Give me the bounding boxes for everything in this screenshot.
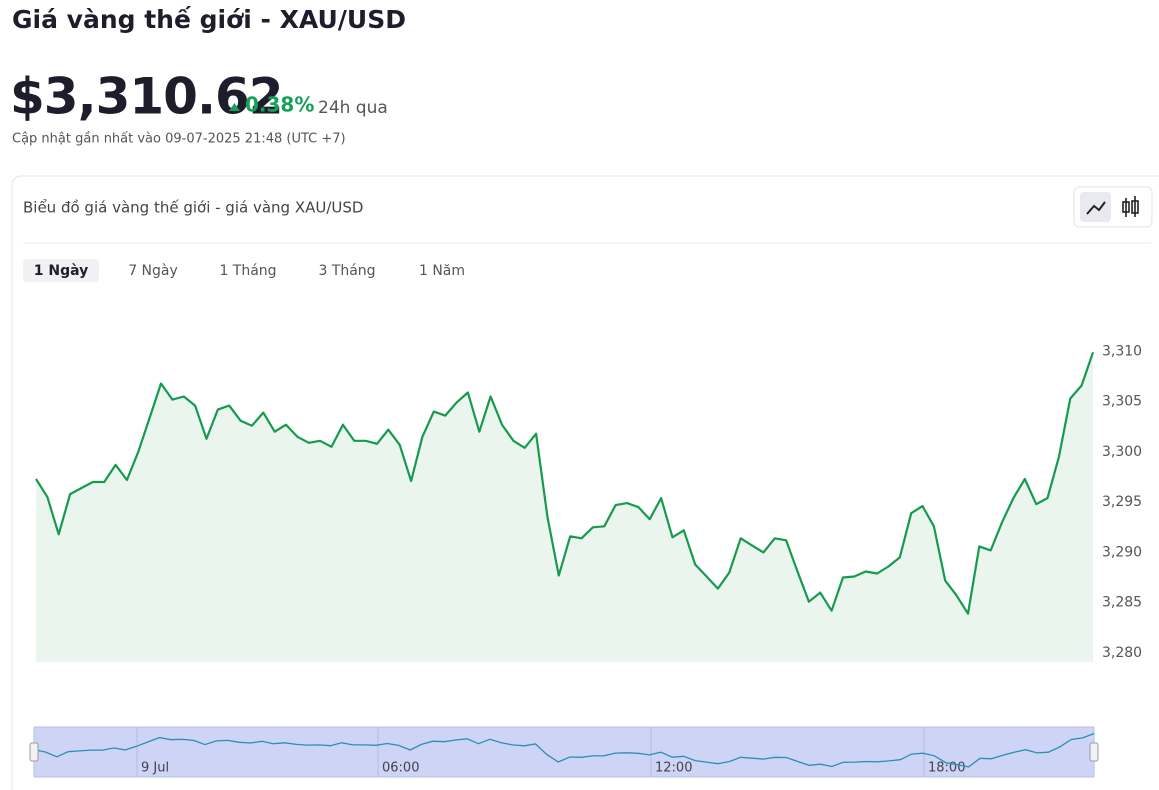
card-border — [11, 175, 1159, 790]
range-tab[interactable]: 1 Năm — [419, 263, 465, 279]
range-tab[interactable]: 1 Ngày — [34, 263, 89, 279]
range-tab[interactable]: 1 Tháng — [219, 263, 276, 279]
y-tick-label: 3,280 — [1102, 645, 1142, 661]
candle-type-button[interactable] — [1122, 196, 1139, 217]
navigator-label: 06:00 — [382, 761, 419, 776]
y-tick-label: 3,305 — [1102, 394, 1142, 410]
candle-body — [1131, 200, 1139, 214]
y-tick-label: 3,285 — [1102, 595, 1142, 611]
range-tabs: 1 Ngày 7 Ngày 1 Tháng 3 Tháng 1 Năm — [23, 259, 465, 282]
active-tab-bg — [23, 259, 99, 282]
line-icon — [1086, 201, 1106, 215]
price-line — [35, 351, 1095, 615]
navigator-line — [33, 732, 1095, 768]
y-tick-label: 3,300 — [1102, 444, 1142, 460]
chart: 3,280 3,285 3,290 3,295 3,300 3,305 3,310 9 Jul… — [29, 343, 1142, 778]
range-tab[interactable]: 3 Tháng — [318, 263, 375, 279]
update-time: Cập nhật gần nhất vào 09-07-2025 21:48 (… — [12, 132, 346, 147]
up-arrow — [229, 103, 240, 111]
navigator-label: 9 Jul — [141, 761, 169, 776]
area — [36, 352, 1093, 662]
card-title: Biểu đồ giá vàng thế giới - giá vàng XAU… — [23, 199, 363, 217]
navigator-handle[interactable] — [29, 742, 39, 762]
navigator — [33, 726, 1095, 778]
navigator-handle[interactable] — [1089, 742, 1099, 762]
candle-body — [1122, 201, 1130, 213]
y-tick-label: 3,295 — [1102, 494, 1142, 510]
range-tab[interactable]: 7 Ngày — [128, 263, 178, 279]
price-change: 0.38% — [245, 93, 314, 117]
change-period: 24h qua — [318, 98, 388, 118]
navigator-label: 12:00 — [655, 761, 692, 776]
price: $3,310.62 — [10, 68, 283, 126]
y-tick-label: 3,290 — [1102, 544, 1142, 560]
page-title: Giá vàng thế giới - XAU/USD — [12, 5, 406, 34]
y-tick-label: 3,310 — [1102, 343, 1142, 359]
